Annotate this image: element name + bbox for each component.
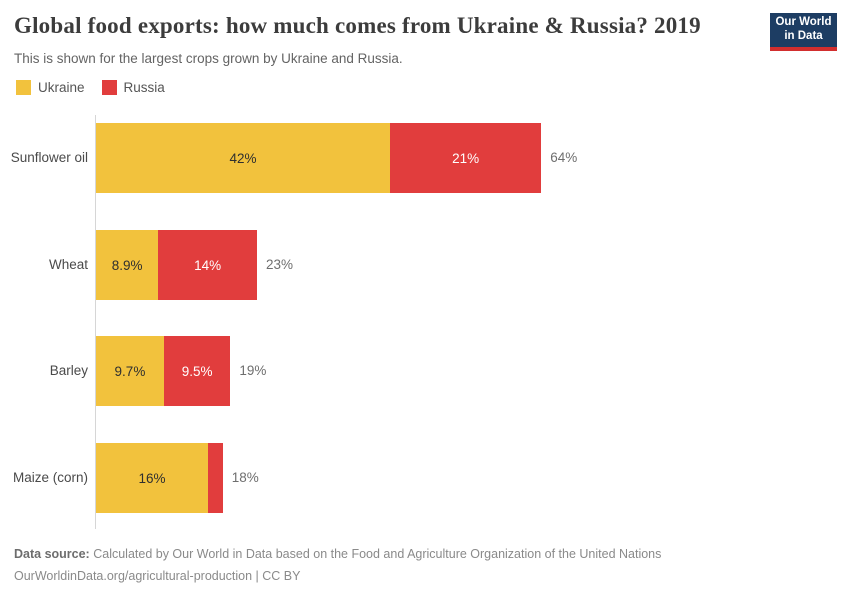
bar-segment-ukraine[interactable]: 42% bbox=[96, 123, 390, 193]
bar-segment-ukraine[interactable]: 16% bbox=[96, 443, 208, 513]
category-label: Sunflower oil bbox=[10, 150, 88, 165]
legend-label-russia: Russia bbox=[123, 80, 165, 95]
chart-subtitle: This is shown for the largest crops grow… bbox=[14, 51, 403, 66]
chart-legend: Ukraine Russia bbox=[16, 80, 165, 95]
chart-title: Global food exports: how much comes from… bbox=[14, 13, 701, 38]
bar-segment-russia[interactable]: 9.5% bbox=[163, 336, 231, 406]
bar-segment-russia[interactable]: 21% bbox=[390, 123, 542, 193]
total-label: 19% bbox=[239, 363, 267, 378]
value-label: 21% bbox=[452, 150, 480, 166]
value-label: 9.5% bbox=[181, 363, 213, 379]
category-label: Wheat bbox=[48, 257, 88, 272]
y-axis-line bbox=[95, 115, 96, 529]
legend-label-ukraine: Ukraine bbox=[38, 80, 85, 95]
data-source-line: Data source: Calculated by Our World in … bbox=[14, 543, 661, 565]
value-label: 42% bbox=[229, 150, 257, 166]
total-label: 18% bbox=[231, 470, 259, 485]
legend-swatch-russia-icon bbox=[101, 80, 117, 95]
value-label: 8.9% bbox=[111, 257, 143, 273]
owid-logo: Our World in Data bbox=[770, 13, 837, 51]
chart-row: Maize (corn) 16% 18% bbox=[0, 443, 850, 513]
total-label: 64% bbox=[550, 150, 578, 165]
logo-line-1: Our World bbox=[775, 16, 832, 29]
chart-row: Barley 9.7% 9.5% 19% bbox=[0, 336, 850, 406]
data-source-label: Data source: bbox=[14, 547, 90, 561]
bar-segment-russia[interactable]: 14% bbox=[158, 230, 257, 300]
legend-item-ukraine: Ukraine bbox=[16, 80, 85, 95]
citation-link[interactable]: OurWorldinData.org/agricultural-producti… bbox=[14, 569, 301, 584]
total-label: 23% bbox=[266, 257, 294, 272]
value-label: 9.7% bbox=[114, 363, 146, 379]
logo-line-2: in Data bbox=[784, 30, 823, 42]
category-label: Maize (corn) bbox=[12, 470, 88, 485]
value-label: 14% bbox=[194, 257, 222, 273]
category-label: Barley bbox=[49, 363, 88, 378]
chart-row: Sunflower oil 42% 21% 64% bbox=[0, 123, 850, 193]
chart-row: Wheat 8.9% 14% 23% bbox=[0, 230, 850, 300]
legend-item-russia: Russia bbox=[101, 80, 165, 95]
legend-swatch-ukraine-icon bbox=[16, 80, 31, 95]
bar-segment-russia[interactable] bbox=[208, 443, 223, 513]
bar-segment-ukraine[interactable]: 8.9% bbox=[96, 230, 159, 300]
bar-segment-ukraine[interactable]: 9.7% bbox=[96, 336, 164, 406]
value-label: 16% bbox=[138, 470, 166, 486]
stacked-bar-chart: Sunflower oil 42% 21% 64% Wheat 8.9% 14% 23% Bar… bbox=[0, 115, 850, 529]
data-source-text: Calculated by Our World in Data based on… bbox=[93, 547, 662, 561]
chart-footer: Data source: Calculated by Our World in … bbox=[14, 543, 661, 588]
